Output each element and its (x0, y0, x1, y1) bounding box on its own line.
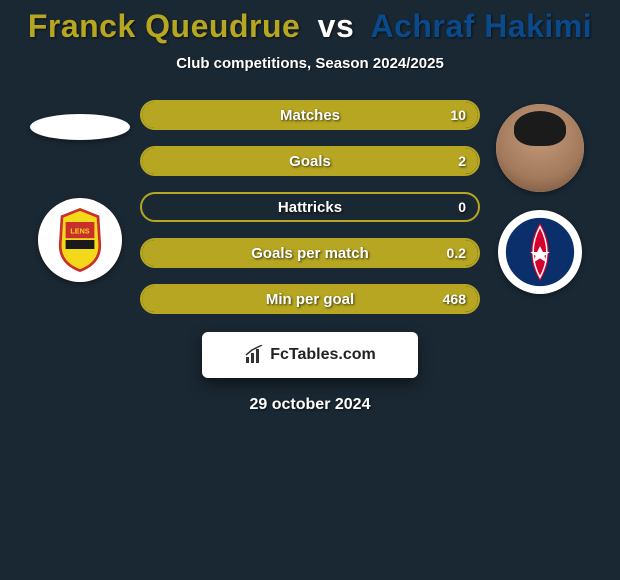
title-player1: Franck Queudrue (28, 8, 300, 44)
left-column: LENS (30, 100, 130, 282)
svg-text:LENS: LENS (70, 227, 89, 236)
stat-value-right: 468 (443, 291, 466, 307)
comparison-card: Franck Queudrue vs Achraf Hakimi Club co… (0, 0, 620, 414)
player2-club-badge (498, 210, 582, 294)
stat-value-right: 10 (450, 107, 466, 123)
player1-club-badge: LENS (38, 198, 122, 282)
stat-value-right: 2 (458, 153, 466, 169)
stat-row: Min per goal468 (140, 284, 480, 314)
title-player2: Achraf Hakimi (370, 8, 592, 44)
stat-value-right: 0.2 (447, 245, 466, 261)
chart-icon (244, 345, 264, 365)
psg-badge-icon (501, 213, 579, 291)
subtitle: Club competitions, Season 2024/2025 (0, 55, 620, 72)
main-row: LENS Matches10 Goals2 Hattricks0 Goals per … (0, 100, 620, 314)
stat-row: Goals2 (140, 146, 480, 176)
stat-row: Goals per match0.2 (140, 238, 480, 268)
watermark: FcTables.com (202, 332, 418, 378)
player1-avatar (30, 114, 130, 140)
stat-label: Goals per match (142, 245, 478, 262)
date: 29 october 2024 (0, 396, 620, 414)
right-column (490, 100, 590, 294)
player2-avatar (496, 104, 584, 192)
stat-label: Min per goal (142, 291, 478, 308)
stat-label: Matches (142, 107, 478, 124)
stat-label: Hattricks (142, 199, 478, 216)
title-vs: vs (318, 8, 355, 44)
watermark-text: FcTables.com (270, 346, 376, 364)
page-title: Franck Queudrue vs Achraf Hakimi (0, 8, 620, 45)
stat-row: Matches10 (140, 100, 480, 130)
stat-value-right: 0 (458, 199, 466, 215)
stat-label: Goals (142, 153, 478, 170)
stats-column: Matches10 Goals2 Hattricks0 Goals per match… (130, 100, 490, 314)
stat-row: Hattricks0 (140, 192, 480, 222)
lens-badge-icon: LENS (44, 204, 116, 276)
